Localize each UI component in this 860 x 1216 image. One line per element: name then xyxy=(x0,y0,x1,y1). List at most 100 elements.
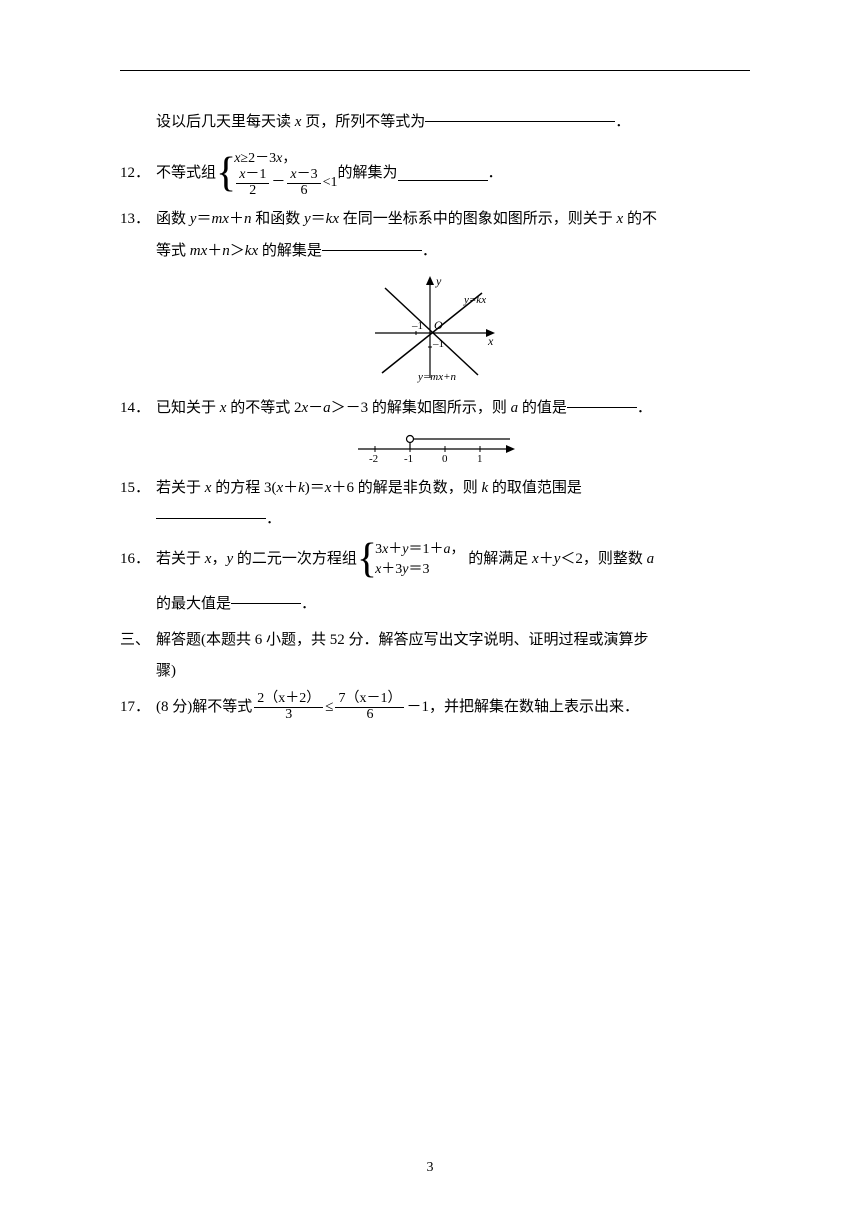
var: y xyxy=(304,204,311,236)
minus: － xyxy=(271,173,285,193)
q13-l2: 等式 mx ＋ n ＞ kx 的解集是 ． xyxy=(120,236,750,268)
var: mx xyxy=(190,236,208,268)
text: ＋ xyxy=(229,204,244,236)
text: 的解满足 xyxy=(465,544,533,576)
var: x xyxy=(205,473,212,505)
var: kx xyxy=(245,236,258,268)
var: a xyxy=(511,393,519,425)
text: ， xyxy=(211,544,226,576)
brace-rows: 3x＋y＝1＋a， x＋3y＝3 xyxy=(375,540,464,579)
text: ＋3 xyxy=(381,562,402,577)
var: x xyxy=(325,473,332,505)
text: 的解集为 xyxy=(338,158,398,190)
q14-numberline: -2 -1 0 1 xyxy=(120,431,750,463)
text: 等式 xyxy=(156,236,190,268)
text: 的解集是 xyxy=(258,236,322,268)
text: ＋ xyxy=(388,542,402,557)
var: y xyxy=(190,204,197,236)
top-rule xyxy=(120,70,750,71)
section-text: 解答题(本题共 6 小题，共 52 分．解答应写出文字说明、证明过程或演算步 xyxy=(156,625,649,657)
mxn-label: y=mx+n xyxy=(417,371,457,383)
tick-label: -1 xyxy=(404,453,413,463)
brace-system: { x≥2－3x， x－1 2 － x－3 6 <1 xyxy=(216,149,338,199)
blank xyxy=(156,504,266,519)
page-content: 设以后几天里每天读 x 页，所列不等式为 ． 12． 不等式组 { x≥2－3x… xyxy=(0,0,860,763)
var: a xyxy=(323,393,331,425)
var: a xyxy=(647,544,655,576)
section-3-l2: 骤) xyxy=(120,656,750,688)
blank xyxy=(398,166,488,181)
q16-l1: 16． 若关于 x ， y 的二元一次方程组 { 3x＋y＝1＋a， x＋3y＝… xyxy=(120,540,750,579)
var-x: x xyxy=(295,107,302,139)
var: n xyxy=(244,204,252,236)
var: y xyxy=(554,544,561,576)
row1: x≥2－3x， xyxy=(234,149,337,169)
text: 的最大值是 xyxy=(156,589,231,621)
tick: –1 xyxy=(432,338,444,350)
q11-continuation: 设以后几天里每天读 x 页，所列不等式为 ． xyxy=(120,107,750,139)
var: k xyxy=(298,473,305,505)
tick-label: 0 xyxy=(442,453,448,463)
fraction: 2（x＋2） 3 xyxy=(254,692,323,722)
fraction: x－1 2 xyxy=(236,168,269,198)
text: ＝3 xyxy=(409,562,430,577)
y-label: y xyxy=(435,274,442,288)
text: 的值是 xyxy=(518,393,567,425)
period: ． xyxy=(301,589,316,621)
num: 2（x＋2） xyxy=(254,692,323,708)
row1: 3x＋y＝1＋a， xyxy=(375,540,464,560)
den: 3 xyxy=(282,708,295,723)
tick-label: -2 xyxy=(369,453,378,463)
text: 函数 xyxy=(156,204,190,236)
qnum: 14． xyxy=(120,393,156,425)
qnum: 16． xyxy=(120,544,156,576)
den: 6 xyxy=(298,184,311,199)
text: 的二元一次方程组 xyxy=(233,544,357,576)
text: 的方程 3( xyxy=(211,473,276,505)
row2: x＋3y＝3 xyxy=(375,560,464,580)
text: ， xyxy=(451,542,465,557)
num: 7（x－1） xyxy=(335,692,404,708)
var: x xyxy=(532,544,539,576)
den: 6 xyxy=(363,708,376,723)
text: ＝1＋ xyxy=(409,542,444,557)
text: ＋ xyxy=(283,473,298,505)
period: ． xyxy=(615,107,630,139)
tick: –1 xyxy=(411,320,423,332)
text: )＝ xyxy=(305,473,325,505)
var: x xyxy=(276,473,283,505)
text: 和函数 xyxy=(251,204,304,236)
var: n xyxy=(222,236,230,268)
tick-label: 1 xyxy=(477,453,483,463)
text: (8 分)解不等式 xyxy=(156,692,252,724)
text: ＋ xyxy=(207,236,222,268)
text: 3 xyxy=(375,542,382,557)
q13-graph: y x O –1 –1 y=kx y=mx+n xyxy=(120,273,750,383)
q17: 17． (8 分)解不等式 2（x＋2） 3 ≤ 7（x－1） 6 －1，并把解… xyxy=(120,692,750,724)
text: ， xyxy=(282,151,296,166)
fraction: 7（x－1） 6 xyxy=(335,692,404,722)
number-line-icon: -2 -1 0 1 xyxy=(350,431,520,463)
q13-l1: 13． 函数 y ＝ mx ＋ n 和函数 y ＝ kx 在同一坐标系中的图象如… xyxy=(120,204,750,236)
var: a xyxy=(444,542,451,557)
text: 的取值范围是 xyxy=(488,473,582,505)
blank xyxy=(231,589,301,604)
text: －1，并把解集在数轴上表示出来． xyxy=(406,692,639,724)
text: －3 xyxy=(297,167,318,182)
var: y xyxy=(226,544,233,576)
text: 设以后几天里每天读 xyxy=(156,107,295,139)
blank xyxy=(322,236,422,251)
qnum: 17． xyxy=(120,692,156,724)
text: 页，所列不等式为 xyxy=(301,107,425,139)
page-number: 3 xyxy=(0,1160,860,1176)
period: ． xyxy=(488,158,503,190)
text: ＞－3 的解集如图所示，则 xyxy=(331,393,511,425)
var: x xyxy=(301,393,308,425)
text: －1 xyxy=(245,167,266,182)
origin-label: O xyxy=(434,318,443,332)
qnum: 13． xyxy=(120,204,156,236)
text: ≥2－3 xyxy=(240,151,276,166)
text: ＞ xyxy=(230,236,245,268)
kx-label: y=kx xyxy=(463,294,486,306)
text: 不等式组 xyxy=(156,158,216,190)
